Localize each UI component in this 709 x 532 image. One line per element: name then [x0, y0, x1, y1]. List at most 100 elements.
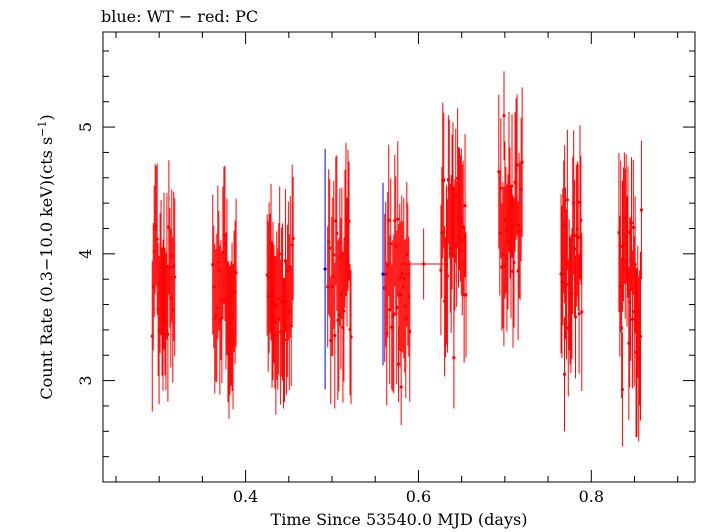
point-marker	[630, 317, 635, 321]
data-point	[349, 270, 353, 404]
data-point	[515, 94, 519, 236]
point-marker	[392, 312, 396, 316]
plot-frame	[102, 31, 696, 483]
point-marker	[638, 353, 642, 357]
data-point	[381, 182, 385, 366]
y-tick-label: 5	[76, 122, 95, 132]
point-marker	[155, 237, 159, 241]
point-marker	[445, 274, 450, 278]
point-marker	[342, 309, 346, 313]
data-point	[392, 234, 396, 394]
point-marker	[399, 385, 403, 389]
chart-title: blue: WT − red: PC	[101, 7, 258, 26]
data-point	[282, 277, 287, 402]
point-marker	[579, 218, 583, 222]
point-marker	[577, 312, 581, 316]
point-marker	[564, 282, 569, 286]
point-marker	[347, 219, 351, 223]
point-marker	[464, 293, 468, 297]
point-marker	[576, 235, 580, 239]
data-point	[464, 232, 468, 358]
data-point	[328, 179, 332, 318]
point-marker	[395, 305, 399, 310]
data-point	[289, 265, 293, 387]
data-point	[408, 261, 412, 402]
data-point	[396, 326, 401, 403]
data-point	[333, 262, 337, 409]
data-point	[639, 140, 644, 280]
data-point	[442, 112, 446, 248]
data-point	[502, 71, 506, 161]
point-marker	[389, 242, 393, 246]
series-wt	[323, 148, 385, 390]
data-point	[565, 129, 569, 270]
data-point	[631, 159, 635, 295]
data-point	[630, 250, 635, 389]
data-point	[335, 155, 339, 312]
data-point	[638, 304, 642, 406]
point-marker	[629, 287, 633, 292]
point-marker	[278, 252, 282, 256]
point-marker	[328, 246, 332, 250]
point-marker	[463, 204, 467, 208]
data-point	[234, 198, 238, 347]
point-marker	[512, 260, 516, 265]
data-point	[510, 114, 514, 258]
data-point	[633, 196, 637, 334]
point-marker	[396, 217, 400, 221]
data-point	[580, 232, 584, 392]
data-point	[626, 166, 630, 298]
point-marker	[234, 270, 238, 275]
point-marker	[166, 332, 170, 336]
data-point	[399, 348, 403, 425]
data-point	[573, 255, 578, 379]
data-point	[562, 317, 567, 432]
point-marker	[562, 372, 567, 376]
point-marker	[289, 324, 293, 328]
data-point	[173, 197, 177, 357]
point-marker	[626, 230, 630, 234]
y-axis-label-main: Count Rate (0.3−10.0 keV)(cts s	[37, 137, 56, 400]
point-marker	[442, 178, 446, 182]
point-marker	[499, 186, 503, 190]
x-axis-label: Time Since 53540.0 MJD (days)	[271, 510, 528, 529]
point-marker	[422, 262, 426, 266]
data-point	[452, 307, 456, 409]
point-marker	[291, 236, 295, 241]
point-marker	[349, 335, 353, 339]
point-marker	[282, 338, 287, 342]
data-point	[399, 228, 448, 300]
tick-labels: 0.4 0.6 0.8 3 4 5	[76, 122, 604, 506]
data-point	[576, 163, 580, 312]
y-axis-label: Count Rate (0.3−10.0 keV)(cts s−1)	[36, 114, 56, 399]
data-point	[155, 163, 159, 315]
data-point	[347, 161, 351, 281]
point-marker	[620, 387, 625, 392]
data-point	[572, 179, 577, 318]
data-point	[387, 144, 391, 297]
point-marker	[333, 333, 337, 338]
point-marker	[631, 225, 635, 229]
point-marker	[323, 267, 327, 271]
point-marker	[565, 198, 569, 202]
x-tick-label: 0.8	[579, 487, 604, 506]
data-point	[323, 148, 327, 390]
point-marker	[629, 221, 634, 225]
point-marker	[173, 275, 177, 279]
point-marker	[520, 160, 524, 164]
y-tick-label: 3	[76, 375, 95, 385]
point-marker	[515, 163, 519, 167]
point-marker	[335, 231, 339, 235]
data-point	[499, 118, 503, 259]
point-marker	[633, 263, 637, 267]
point-marker	[510, 184, 514, 188]
point-marker	[572, 247, 577, 251]
point-marker	[620, 326, 624, 330]
point-marker	[502, 114, 506, 118]
data-point	[395, 230, 399, 385]
data-point	[620, 257, 624, 399]
data-point	[389, 178, 393, 310]
y-axis-label-close: )	[37, 114, 56, 120]
data-point	[396, 141, 400, 297]
